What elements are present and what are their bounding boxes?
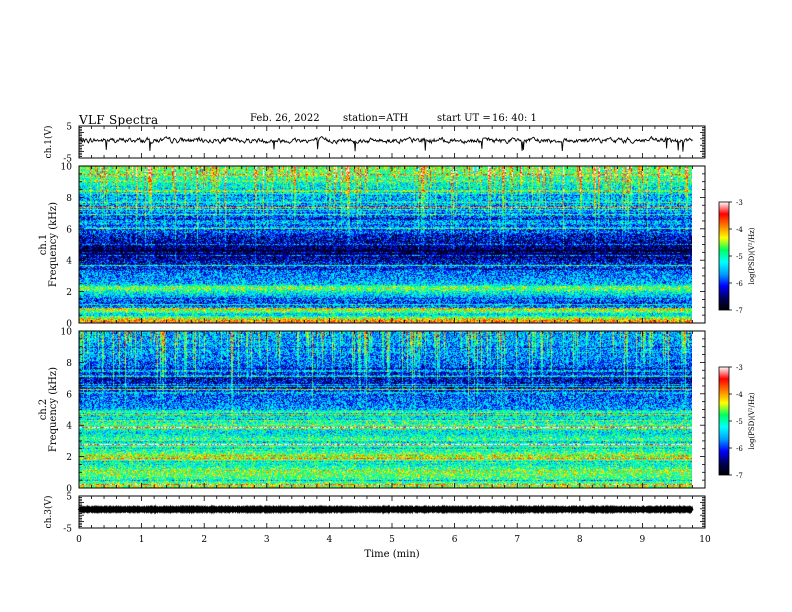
start-time-label: start UT = [437,113,491,124]
station-label: station=ATH [343,113,409,124]
x-tick-label: 4 [327,535,333,545]
colorbar-tick-label: -3 [736,199,743,207]
y-axis-label-units: Frequency (kHz) [48,367,59,452]
waveform-ch3 [77,504,694,515]
recording-date: Feb. 26, 2022 [250,113,320,124]
colorbar-label: log(PSD)(V²/Hz) [748,392,756,449]
y-tick-label: 4 [66,422,72,432]
colorbar-scale [718,366,730,476]
y-tick-label: 2 [66,288,72,298]
x-tick-label: 2 [201,535,207,545]
y-axis-label: ch.3(V) [43,496,54,529]
panel-4-axes: 5 -5 ch.3(V) 0 1 2 3 4 5 6 7 8 9 10 Time (min) [43,493,711,561]
colorbar-tick-label: -6 [736,280,743,288]
spectrogram-ch1 [79,166,692,323]
colorbar-tick-label: -3 [736,364,743,372]
colorbar-tick-label: -4 [736,391,743,399]
waveform-ch1 [79,135,693,152]
y-tick-label: 0 [66,320,72,330]
x-tick-label: 7 [514,535,520,545]
y-tick-label: -5 [63,525,72,535]
x-tick-label: 9 [640,535,646,545]
colorbar-tick-label: -5 [736,253,743,261]
y-axis-label: ch.1 [38,234,49,256]
y-axis-label: ch.1(V) [43,126,54,159]
colorbar-ch1: -3 -4 -5 -6 -7 log(PSD)(V²/Hz) [718,199,756,315]
colorbar-ch2: -3 -4 -5 -6 -7 log(PSD)(V²/Hz) [718,364,756,480]
panel-2-axes: 0 2 4 6 8 10 ch.1 Frequency (kHz) [38,163,706,330]
y-tick-label: 4 [66,257,72,267]
y-tick-label: 10 [61,328,73,338]
y-tick-label: 8 [66,359,72,369]
y-tick-label: 5 [66,493,72,503]
y-tick-label: 6 [66,225,72,235]
y-tick-label: 0 [66,485,72,495]
plot-title: VLF Spectra [79,113,159,127]
colorbar-tick-label: -7 [736,307,743,315]
x-tick-label: 0 [76,535,82,545]
colorbar-scale [718,201,730,311]
colorbar-tick-label: -6 [736,445,743,453]
colorbar-label: log(PSD)(V²/Hz) [748,227,756,284]
y-tick-label: 2 [66,453,72,463]
x-axis-label: Time (min) [364,549,419,560]
y-axis-label: ch.2 [38,399,49,421]
x-tick-label: 10 [699,535,711,545]
x-tick-label: 5 [389,535,395,545]
panel-3-axes: 0 2 4 6 8 10 ch.2 Frequency (kHz) [38,328,706,495]
y-tick-label: 8 [66,194,72,204]
x-tick-label: 3 [264,535,270,545]
colorbar-tick-label: -7 [736,472,743,480]
spectrogram-ch2 [79,331,692,488]
start-time-value: 16: 40: 1 [492,113,537,124]
x-tick-label: 1 [139,535,145,545]
x-tick-label: 8 [577,535,583,545]
colorbar-tick-label: -5 [736,418,743,426]
y-axis-label-units: Frequency (kHz) [48,202,59,287]
y-tick-label: 5 [66,123,72,133]
y-tick-label: -5 [63,155,72,165]
x-tick-label: 6 [452,535,458,545]
colorbar-tick-label: -4 [736,226,743,234]
y-tick-label: 6 [66,390,72,400]
panel-1-axes: 5 -5 ch.1(V) [43,123,706,165]
y-tick-label: 10 [61,163,73,173]
